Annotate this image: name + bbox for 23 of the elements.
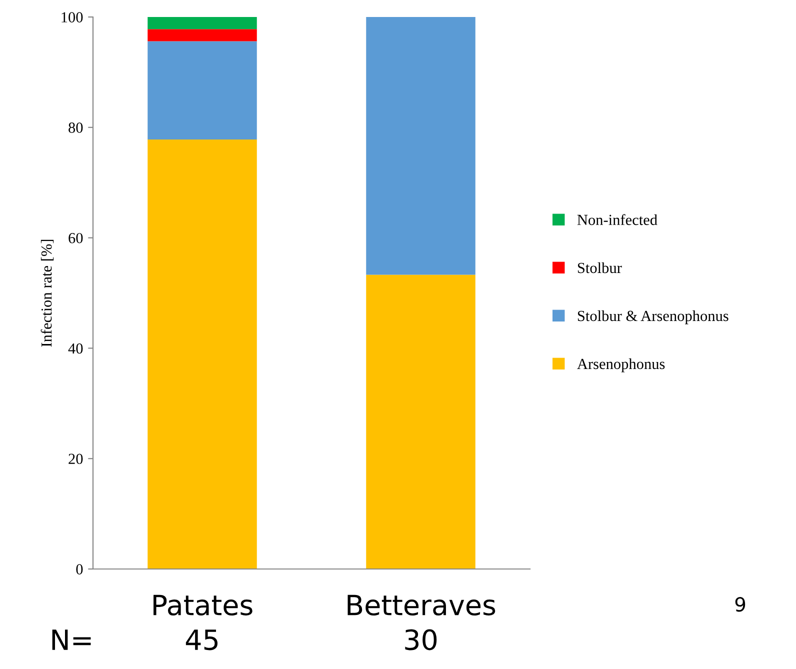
legend-label: Stolbur <box>578 262 622 274</box>
y-axis-title: Infection rate [%] <box>40 240 54 347</box>
text: N= <box>52 630 91 650</box>
y-tick-label: 80 <box>68 122 83 133</box>
bar <box>148 41 257 140</box>
text: 9 <box>735 597 746 612</box>
y-tick-label: 0 <box>76 564 83 574</box>
bar <box>366 17 476 275</box>
text: 30 <box>405 629 437 650</box>
y-tick-label: 100 <box>62 12 83 22</box>
legend-label: Arsenophonus <box>577 358 665 372</box>
bar <box>366 274 476 569</box>
legend-label: Stolbur & Arsenophonus <box>578 310 728 324</box>
y-tick-label: 40 <box>68 343 83 354</box>
x-tick-label: Betteraves <box>348 594 496 616</box>
legend-label: Non-infected <box>577 214 658 226</box>
y-tick-label: 20 <box>68 454 83 464</box>
bar <box>148 29 257 42</box>
text: 45 <box>186 630 218 650</box>
y-tick-label: 60 <box>68 232 83 244</box>
x-tick-label: Patates <box>154 594 252 616</box>
bar <box>148 17 257 30</box>
bar <box>148 140 257 569</box>
